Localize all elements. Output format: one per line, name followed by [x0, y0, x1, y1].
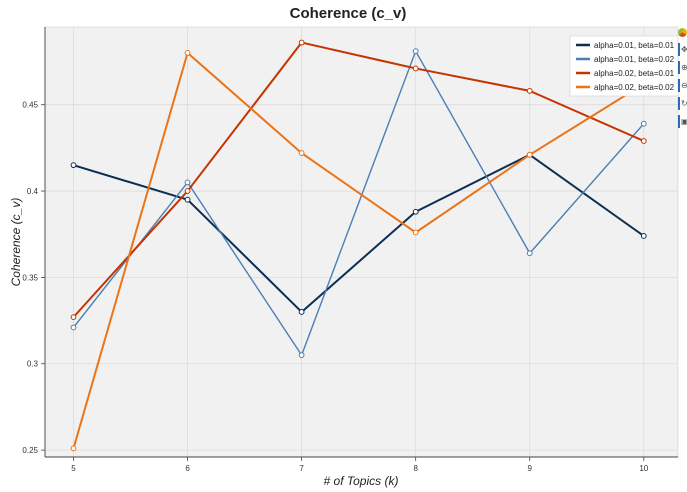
- x-tick-label: 5: [71, 464, 76, 473]
- legend-label: alpha=0.01, beta=0.02: [594, 55, 675, 64]
- chart-title: Coherence (c_v): [290, 5, 407, 22]
- data-point: [640, 138, 647, 144]
- data-point: [70, 162, 77, 169]
- data-point: [640, 233, 647, 239]
- data-point: [412, 65, 419, 72]
- x-tick-label: 10: [639, 464, 648, 473]
- x-tick-label: 6: [185, 464, 190, 473]
- series-1: [70, 48, 647, 359]
- data-point: [184, 196, 191, 203]
- data-point: [526, 250, 533, 257]
- wheel-zoom-icon[interactable]: ⊖: [678, 79, 687, 92]
- data-point: [412, 208, 419, 215]
- x-tick-label: 9: [528, 464, 533, 473]
- reset-icon[interactable]: ↻: [678, 97, 687, 110]
- grid-lines: [45, 27, 678, 457]
- data-point: [184, 188, 191, 194]
- data-point: [298, 39, 305, 46]
- data-point: [526, 151, 533, 158]
- plot-toolbar: ✥ ⊕ ⊖ ↻ ▣: [678, 28, 687, 134]
- y-tick-label: 0.4: [27, 187, 39, 196]
- y-axis-label: Coherence (c_v): [9, 198, 23, 287]
- data-point: [412, 48, 419, 55]
- data-point: [184, 50, 191, 56]
- bokeh-logo-icon: [678, 28, 687, 37]
- y-tick-label: 0.3: [27, 360, 39, 369]
- data-point: [298, 309, 305, 315]
- x-tick-label: 7: [299, 464, 304, 473]
- series-lines: [70, 39, 647, 452]
- plot-area: [44, 26, 679, 458]
- series-line: [72, 50, 645, 356]
- data-point: [640, 120, 647, 127]
- series-line: [72, 41, 645, 318]
- x-axis-label: # of Topics (k): [324, 474, 399, 488]
- data-point: [298, 352, 305, 359]
- legend-label: alpha=0.01, beta=0.01: [594, 41, 675, 50]
- y-tick-label: 0.25: [22, 446, 38, 455]
- save-icon[interactable]: ▣: [678, 115, 687, 128]
- y-tick-label: 0.45: [22, 101, 38, 110]
- legend-label: alpha=0.02, beta=0.01: [594, 69, 675, 78]
- data-point: [298, 150, 305, 156]
- data-point: [70, 445, 77, 452]
- data-point: [526, 87, 533, 94]
- pan-icon[interactable]: ✥: [678, 43, 687, 56]
- box-zoom-icon[interactable]: ⊕: [678, 61, 687, 74]
- series-line: [73, 153, 645, 313]
- data-point: [412, 229, 419, 236]
- data-point: [70, 324, 77, 331]
- data-point: [70, 314, 77, 321]
- legend-label: alpha=0.02, beta=0.02: [594, 83, 675, 92]
- data-point: [184, 179, 191, 186]
- y-tick-label: 0.35: [22, 273, 38, 282]
- x-tick-label: 8: [413, 464, 418, 473]
- series-line: [72, 51, 645, 449]
- legend: alpha=0.01, beta=0.01 alpha=0.01, beta=0.…: [569, 35, 679, 97]
- series-2: [70, 39, 647, 321]
- axes: 5 6 7 8 9 10 0.25 0.3 0.35 0.4 0.45: [22, 27, 678, 473]
